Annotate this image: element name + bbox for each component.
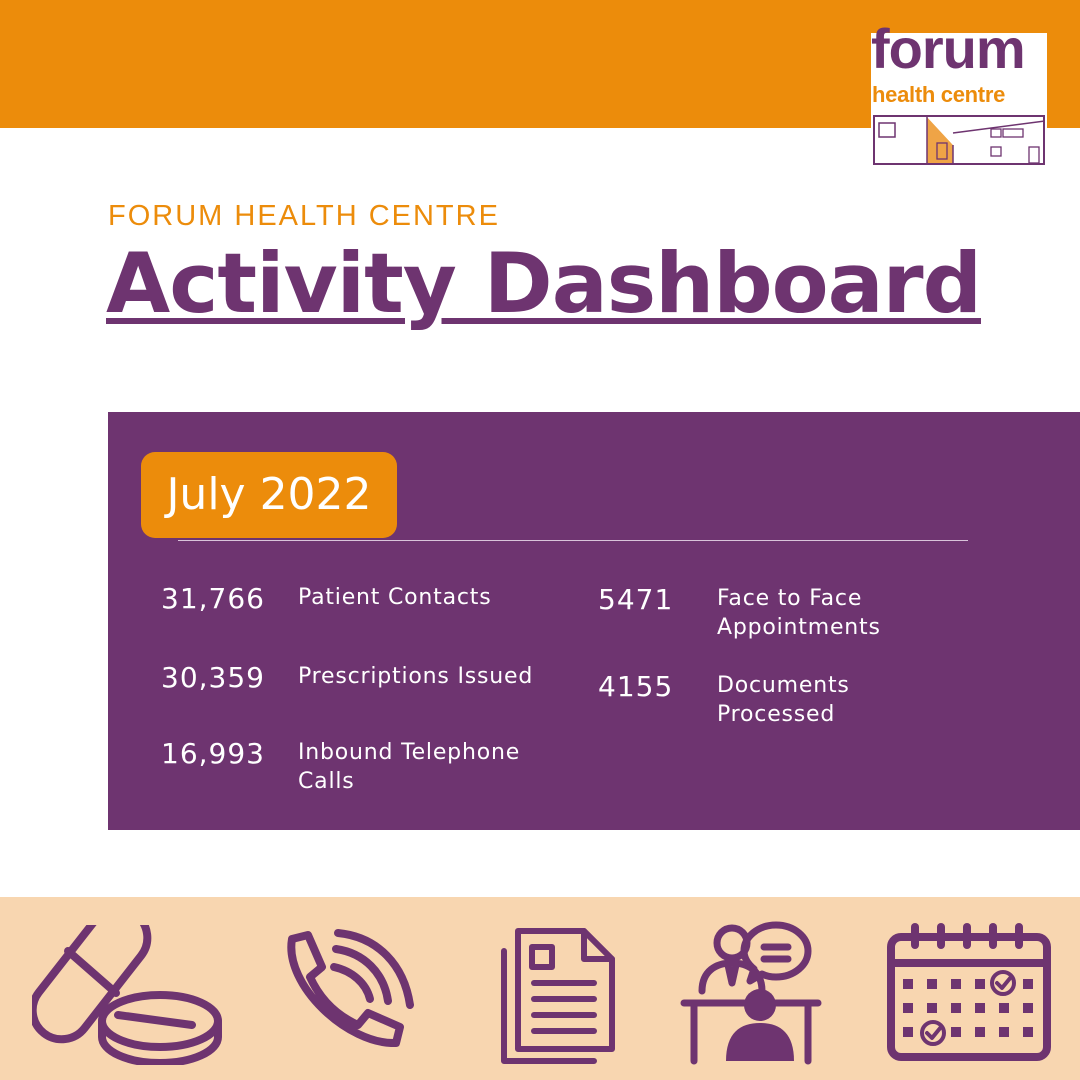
month-badge: July 2022 <box>141 452 397 538</box>
documents-icon <box>501 928 615 1064</box>
consultation-icon <box>680 921 822 1065</box>
page-title: Activity Dashboard <box>106 235 982 332</box>
divider <box>178 540 968 541</box>
stat-value: 5471 <box>598 583 674 616</box>
stat-label: Documents Processed <box>717 673 850 727</box>
icon-strip <box>0 897 1080 1080</box>
building-icon <box>873 115 1045 165</box>
logo-wordmark: forum <box>871 17 1026 80</box>
stat-label: Face to Face Appointments <box>717 586 881 640</box>
pills-icon <box>32 925 222 1065</box>
stat-label: Prescriptions Issued <box>298 664 534 689</box>
stat-value: 30,359 <box>161 661 265 694</box>
calendar-icon <box>887 923 1051 1061</box>
forum-logo: forum health centre <box>871 21 1047 167</box>
stat-value: 4155 <box>598 670 674 703</box>
phone-icon <box>287 929 414 1047</box>
stat-label: Inbound Telephone Calls <box>298 740 521 794</box>
logo-subtitle: health centre <box>872 82 1006 107</box>
stats-panel: July 2022 31,766 Patient Contacts 30,359… <box>108 412 1080 830</box>
stat-label: Patient Contacts <box>298 585 492 610</box>
stat-value: 31,766 <box>161 582 265 615</box>
organisation-name: FORUM HEALTH CENTRE <box>108 200 500 232</box>
stat-value: 16,993 <box>161 737 265 770</box>
